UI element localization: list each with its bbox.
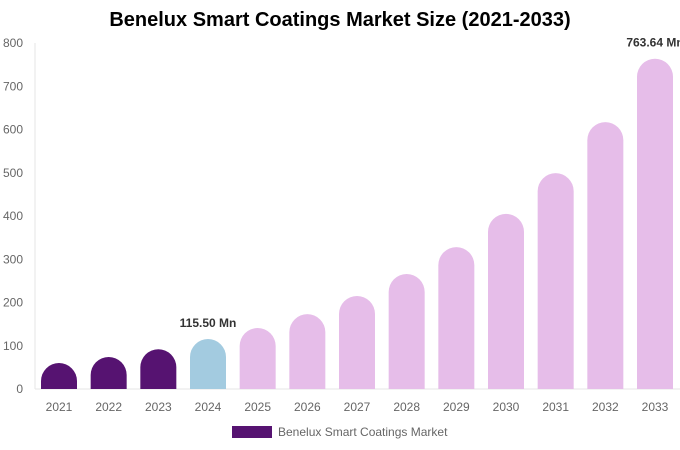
bar-2027 (339, 296, 375, 389)
x-tick-label: 2021 (46, 400, 73, 414)
bar-2029 (438, 247, 475, 389)
y-tick-label: 600 (3, 123, 23, 137)
y-tick-label: 300 (3, 252, 23, 266)
x-tick-label: 2025 (244, 400, 271, 414)
y-tick-label: 200 (3, 296, 23, 310)
bar-2031 (537, 173, 574, 389)
bar-2024 (190, 339, 226, 389)
y-tick-label: 400 (3, 209, 23, 223)
x-tick-label: 2026 (294, 400, 321, 414)
x-tick-label: 2030 (493, 400, 520, 414)
chart-title: Benelux Smart Coatings Market Size (2021… (109, 9, 571, 31)
legend-label: Benelux Smart Coatings Market (278, 425, 448, 439)
y-tick-label: 0 (16, 382, 23, 396)
x-tick-label: 2023 (145, 400, 172, 414)
bar-2032 (587, 122, 624, 389)
bar-2033 (637, 58, 673, 389)
y-tick-label: 800 (3, 36, 23, 50)
bar-2025 (239, 328, 276, 389)
bar-2026 (289, 314, 326, 389)
legend-swatch (232, 426, 272, 438)
x-tick-label: 2032 (592, 400, 619, 414)
y-tick-label: 100 (3, 339, 23, 353)
bar-2030 (488, 213, 524, 389)
x-tick-label: 2027 (344, 400, 371, 414)
bar-2023 (140, 349, 177, 389)
bar-2022 (90, 356, 127, 389)
legend[interactable]: Benelux Smart Coatings Market (232, 425, 447, 439)
x-tick-label: 2029 (443, 400, 470, 414)
bar-2021 (41, 363, 77, 389)
y-tick-label: 500 (3, 166, 23, 180)
y-tick-label: 700 (3, 79, 23, 93)
x-tick-label: 2033 (642, 400, 669, 414)
x-tick-label: 2022 (95, 400, 122, 414)
bar-2028 (388, 273, 425, 389)
x-tick-label: 2031 (542, 400, 569, 414)
data-label: 115.50 Mn (180, 316, 237, 330)
x-tick-label: 2024 (195, 400, 222, 414)
x-tick-label: 2028 (393, 400, 420, 414)
data-label: 763.64 Mn (626, 36, 680, 50)
